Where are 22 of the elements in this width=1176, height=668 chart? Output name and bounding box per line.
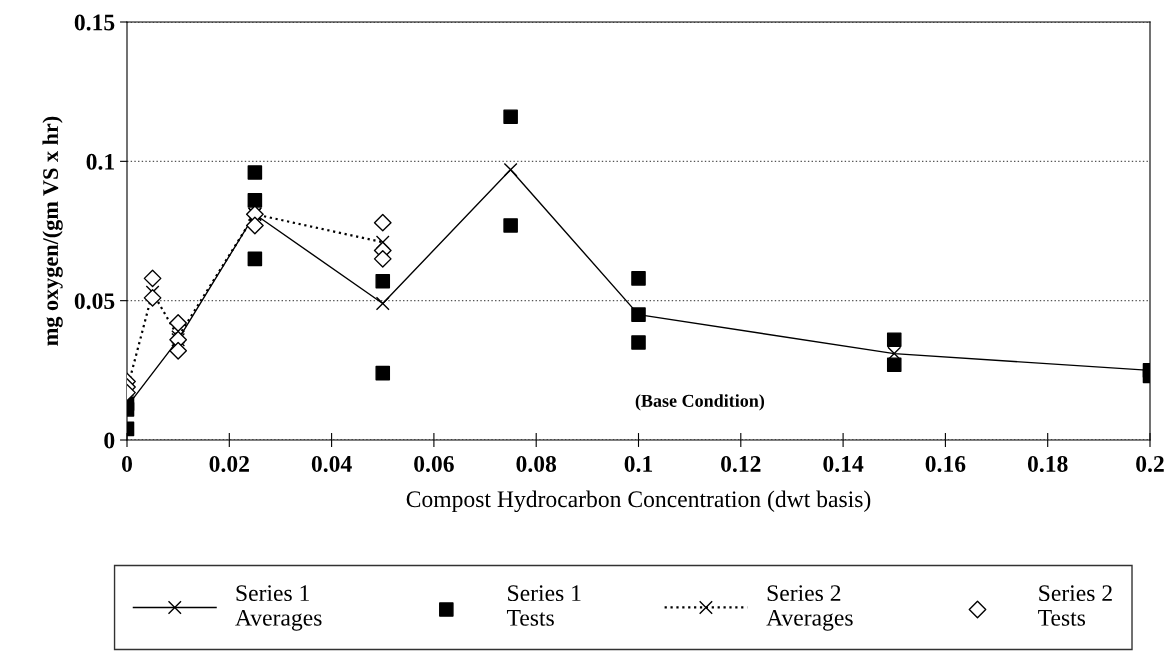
legend-label: Series 2 Averages (766, 585, 853, 631)
y-tick-label: 0.05 (74, 293, 115, 310)
x-tick-label: 0.06 (414, 455, 454, 472)
x-tick-label: 0.04 (311, 455, 352, 472)
y-tick-label: 0.15 (74, 14, 115, 31)
x-tick-label: 0 (122, 455, 132, 472)
y-tick-label: 0 (104, 432, 115, 449)
x-tick-label: 0.1 (624, 455, 653, 472)
x-tick-label: 0.02 (209, 455, 249, 472)
y-axis-title: mg oxygen/(gm VS x hr) (42, 116, 63, 346)
legend-label: Series 1 Averages (235, 585, 322, 631)
x-axis-title: Compost Hydrocarbon Concentration (dwt basis) (406, 490, 871, 513)
x-tick-label: 0.08 (516, 455, 557, 472)
legend-label: Series 2 Tests (1038, 585, 1112, 626)
x-tick-label: 0.14 (823, 455, 864, 472)
legend-label: Series 1 Tests (506, 585, 581, 626)
x-tick-label: 0.18 (1027, 455, 1068, 472)
y-tick-label: 0.1 (86, 153, 114, 170)
x-tick-label: 0.12 (721, 455, 761, 472)
annotation: (Base Condition) (635, 394, 765, 411)
x-tick-label: 0.16 (925, 455, 966, 472)
x-tick-label: 0.2 (1136, 455, 1164, 472)
